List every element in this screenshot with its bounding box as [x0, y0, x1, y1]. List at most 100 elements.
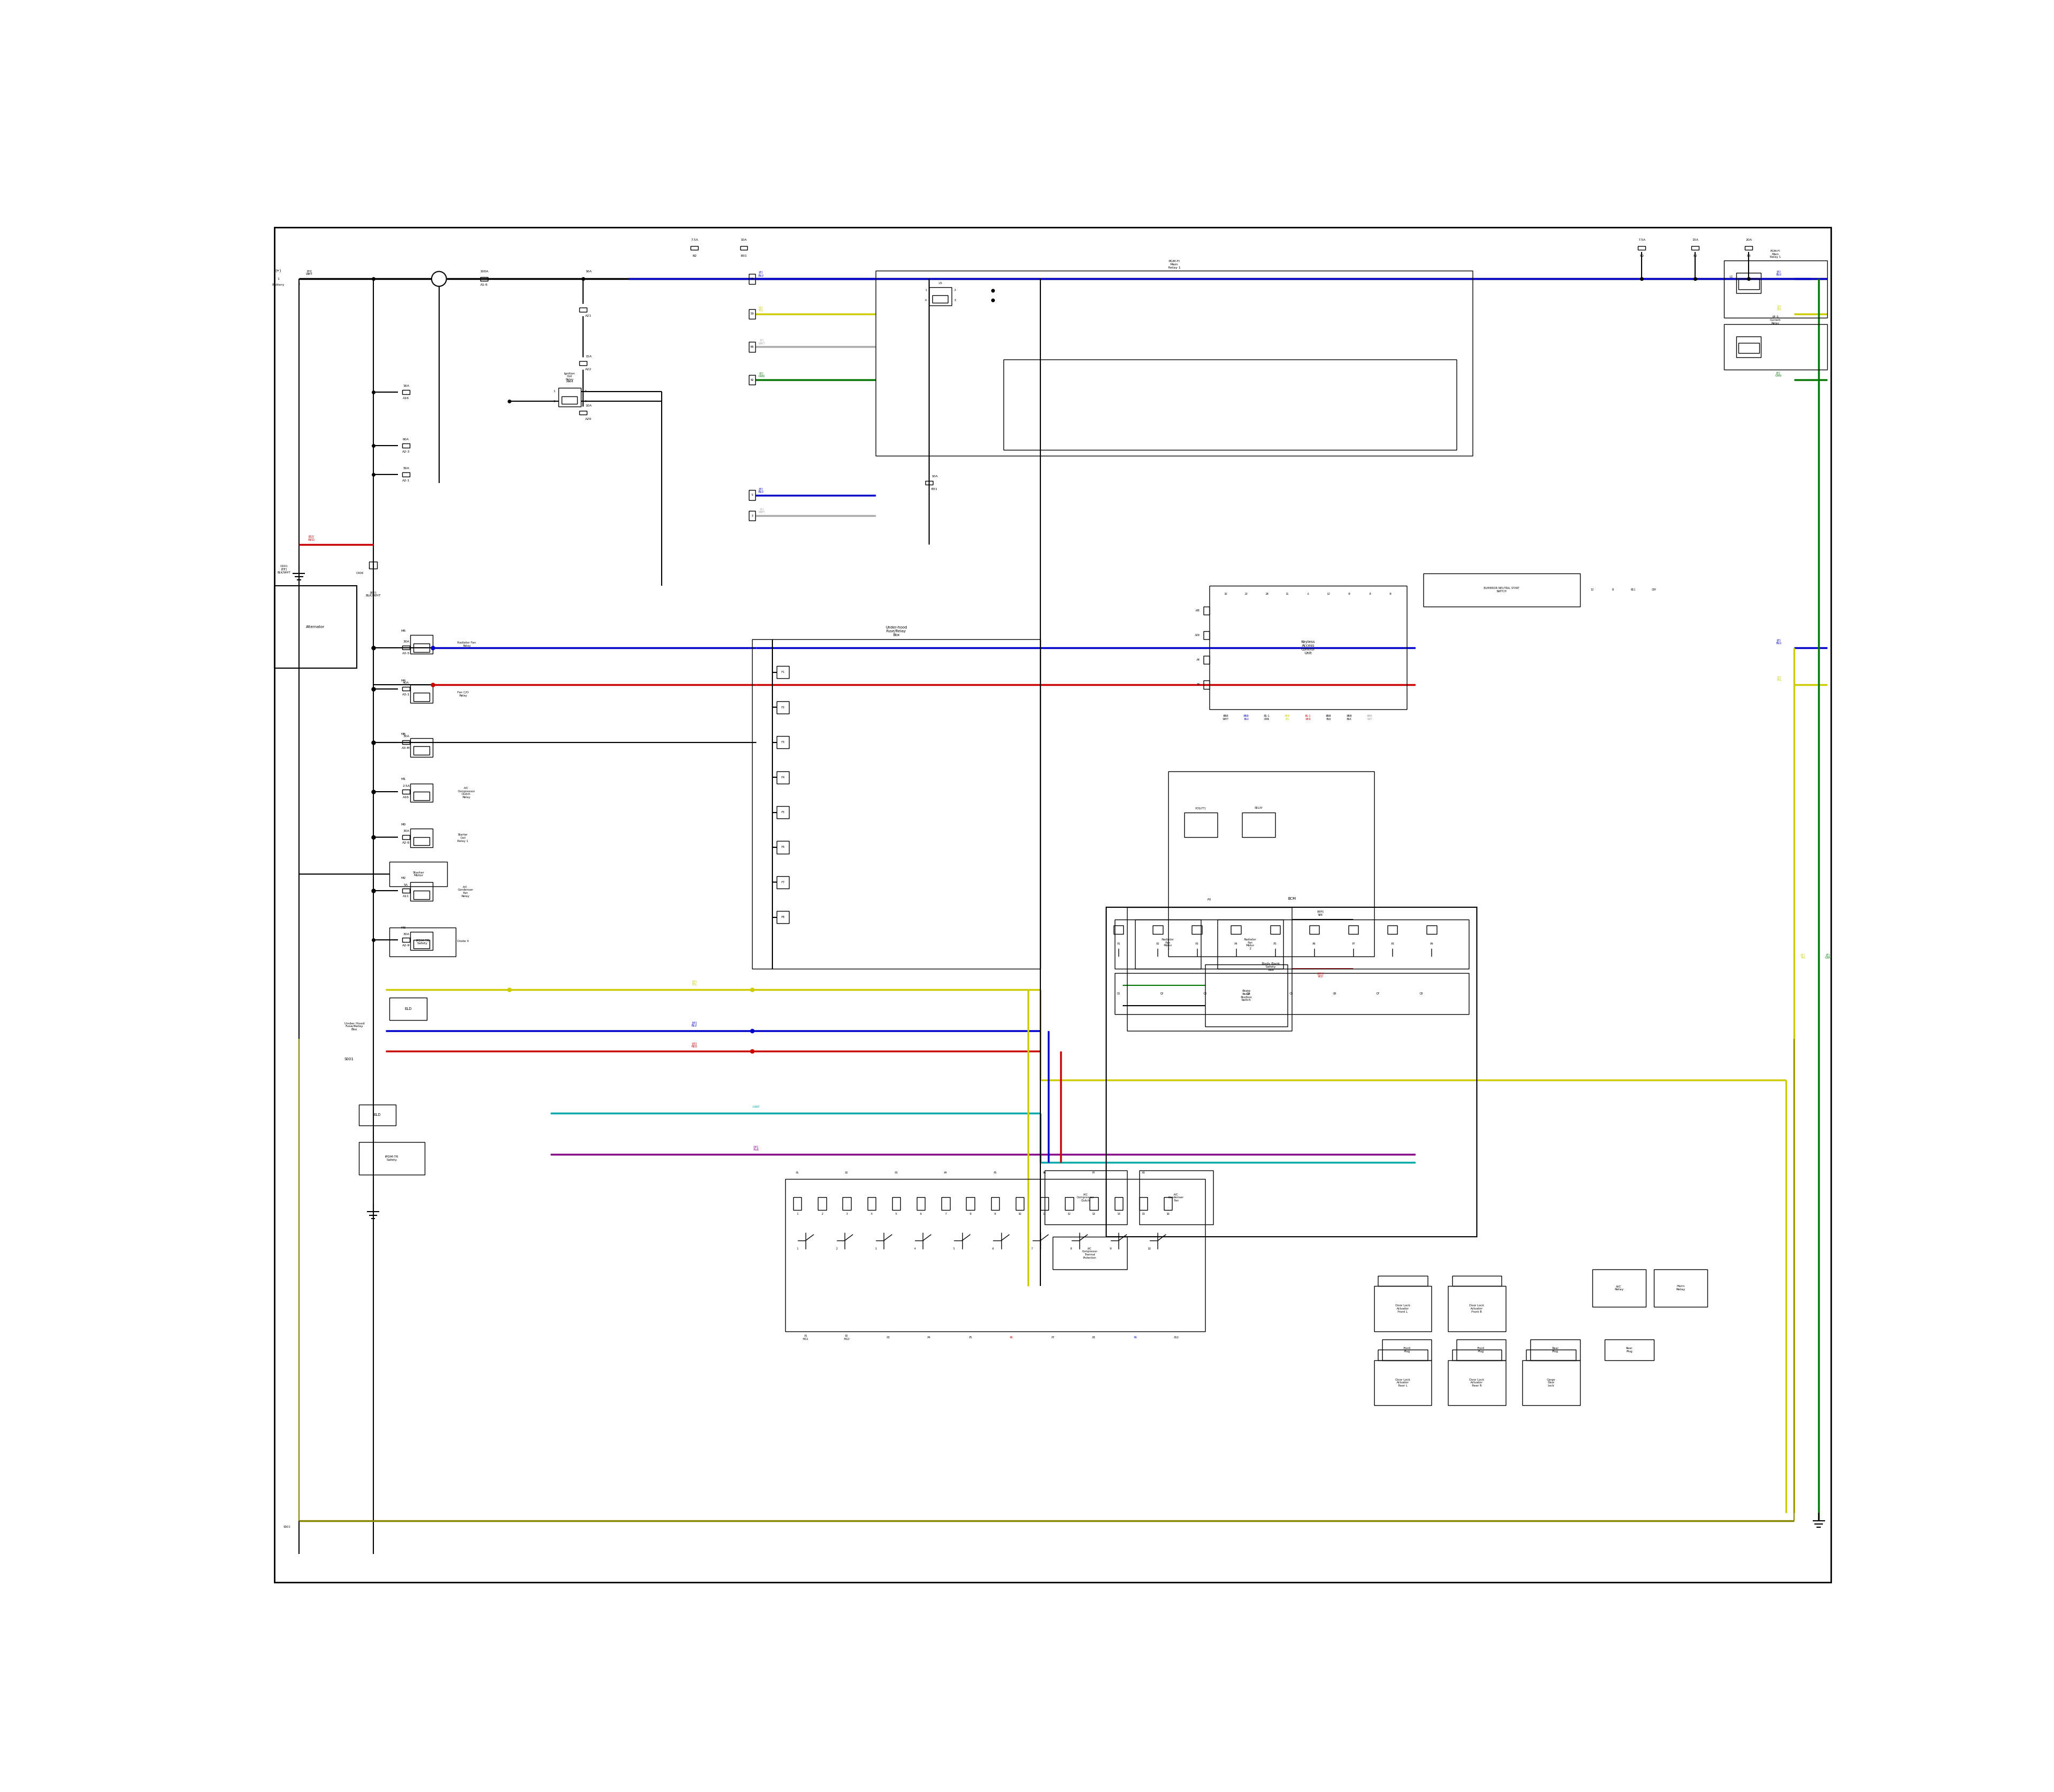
- Text: [E]
BLU: [E] BLU: [758, 487, 764, 493]
- Text: A/C
Condenser
Fan
Relay: A/C Condenser Fan Relay: [458, 885, 472, 898]
- Text: F3: F3: [781, 740, 785, 744]
- Text: PGM-FI
Main
Relay 1: PGM-FI Main Relay 1: [1169, 260, 1181, 269]
- Text: P5: P5: [969, 1337, 972, 1339]
- Text: BRB
BLK: BRB BLK: [1347, 715, 1352, 720]
- Text: Door Lock
Actuator
Rear R: Door Lock Actuator Rear R: [1469, 1378, 1485, 1387]
- Text: BCM: BCM: [1288, 898, 1296, 900]
- Bar: [785, 1179, 1206, 1331]
- Text: A/C
Compressor
Thermal
Protection: A/C Compressor Thermal Protection: [1082, 1247, 1097, 1260]
- Bar: [411, 882, 433, 901]
- Bar: [403, 473, 409, 477]
- Text: 12: 12: [1068, 1213, 1070, 1215]
- Text: P9: P9: [1430, 943, 1434, 946]
- Text: P1
MG1: P1 MG1: [803, 1335, 809, 1340]
- Text: F1: F1: [781, 670, 785, 674]
- Bar: [1452, 1349, 1501, 1360]
- Bar: [1308, 925, 1319, 934]
- Text: [IE]
YEL: [IE] YEL: [692, 980, 696, 986]
- Circle shape: [431, 271, 446, 287]
- Text: A21: A21: [585, 315, 592, 317]
- Bar: [875, 271, 1473, 455]
- Text: Starter
Coil
Relay 1: Starter Coil Relay 1: [458, 833, 468, 842]
- Bar: [390, 862, 448, 887]
- Text: Body Bank
Safety
Box: Body Bank Safety Box: [1261, 962, 1280, 971]
- Text: [E]
WHT: [E] WHT: [758, 339, 764, 344]
- Text: 15: 15: [1142, 1213, 1144, 1215]
- Text: M4: M4: [401, 679, 407, 681]
- Text: 2B: 2B: [1265, 593, 1269, 595]
- Bar: [481, 276, 489, 281]
- Text: P6: P6: [1011, 1337, 1013, 1339]
- Text: 13: 13: [1093, 1213, 1095, 1215]
- Bar: [965, 1197, 974, 1210]
- Text: P4: P4: [945, 1172, 947, 1174]
- Bar: [390, 928, 456, 957]
- Bar: [1107, 907, 1477, 1236]
- Text: M0: M0: [401, 823, 407, 826]
- Text: Alternator: Alternator: [306, 625, 325, 629]
- Text: P7: P7: [1352, 943, 1356, 946]
- Bar: [1448, 1287, 1506, 1331]
- Text: F5: F5: [781, 812, 785, 814]
- Text: A2-1: A2-1: [403, 480, 411, 482]
- Text: 30A: 30A: [403, 735, 409, 738]
- Bar: [561, 396, 577, 403]
- Text: A/B: A/B: [1195, 609, 1200, 611]
- Bar: [1269, 925, 1280, 934]
- Bar: [413, 941, 429, 948]
- Text: [E]
YEL: [E] YEL: [758, 306, 764, 312]
- Text: 2.5A: 2.5A: [403, 785, 411, 787]
- Text: E3: E3: [1746, 254, 1750, 258]
- Bar: [1204, 681, 1210, 688]
- Bar: [926, 480, 933, 486]
- Bar: [1204, 606, 1210, 615]
- Text: [WH]
RED: [WH] RED: [1317, 971, 1323, 978]
- Bar: [793, 1197, 801, 1210]
- Text: F8: F8: [781, 916, 785, 919]
- Text: Q3: Q3: [1204, 993, 1208, 995]
- Text: [E]
GRN: [E] GRN: [758, 373, 764, 378]
- Bar: [411, 738, 433, 756]
- Bar: [403, 391, 409, 394]
- Text: M3: M3: [401, 926, 407, 928]
- Bar: [752, 640, 1039, 969]
- Bar: [359, 1142, 425, 1176]
- Bar: [1152, 925, 1163, 934]
- Text: A4: A4: [1197, 658, 1200, 661]
- Text: 5A: 5A: [405, 883, 409, 885]
- Text: P1: P1: [1117, 943, 1119, 946]
- Bar: [1165, 1197, 1173, 1210]
- Bar: [1206, 964, 1288, 1027]
- Text: [E]
BLU: [E] BLU: [758, 271, 764, 276]
- Bar: [1015, 1197, 1023, 1210]
- Text: [EE]
BLK/WHT: [EE] BLK/WHT: [366, 591, 380, 597]
- Text: [E]
YEL: [E] YEL: [1799, 953, 1805, 959]
- Text: B1-1
CRN: B1-1 CRN: [1263, 715, 1269, 720]
- Text: 20A: 20A: [1746, 238, 1752, 242]
- Bar: [370, 563, 378, 568]
- Text: 30A: 30A: [403, 830, 409, 833]
- Text: [E]
BLU: [E] BLU: [1777, 640, 1781, 645]
- Text: POS/YT1: POS/YT1: [1195, 806, 1206, 810]
- Text: Q5: Q5: [1290, 993, 1294, 995]
- Bar: [559, 389, 581, 407]
- Bar: [403, 686, 409, 690]
- Bar: [403, 740, 409, 744]
- Bar: [1243, 812, 1276, 837]
- Bar: [411, 783, 433, 803]
- Bar: [403, 889, 409, 892]
- Text: ELD: ELD: [405, 1007, 411, 1011]
- Text: [E]
GRN: [E] GRN: [1775, 371, 1781, 376]
- Text: 1: 1: [277, 278, 279, 280]
- Bar: [941, 1197, 949, 1210]
- Text: P6: P6: [1043, 1172, 1045, 1174]
- Bar: [842, 1197, 850, 1210]
- Text: Door Lock
Actuator
Front L: Door Lock Actuator Front L: [1395, 1305, 1411, 1314]
- Text: 12: 12: [1590, 588, 1594, 591]
- Bar: [359, 1104, 396, 1125]
- Bar: [1378, 1276, 1428, 1287]
- Text: A/C
Condenser
Fan: A/C Condenser Fan: [1169, 1193, 1183, 1202]
- Bar: [275, 586, 357, 668]
- Text: P9: P9: [1134, 1337, 1136, 1339]
- Text: [E]
YEL: [E] YEL: [1777, 305, 1781, 312]
